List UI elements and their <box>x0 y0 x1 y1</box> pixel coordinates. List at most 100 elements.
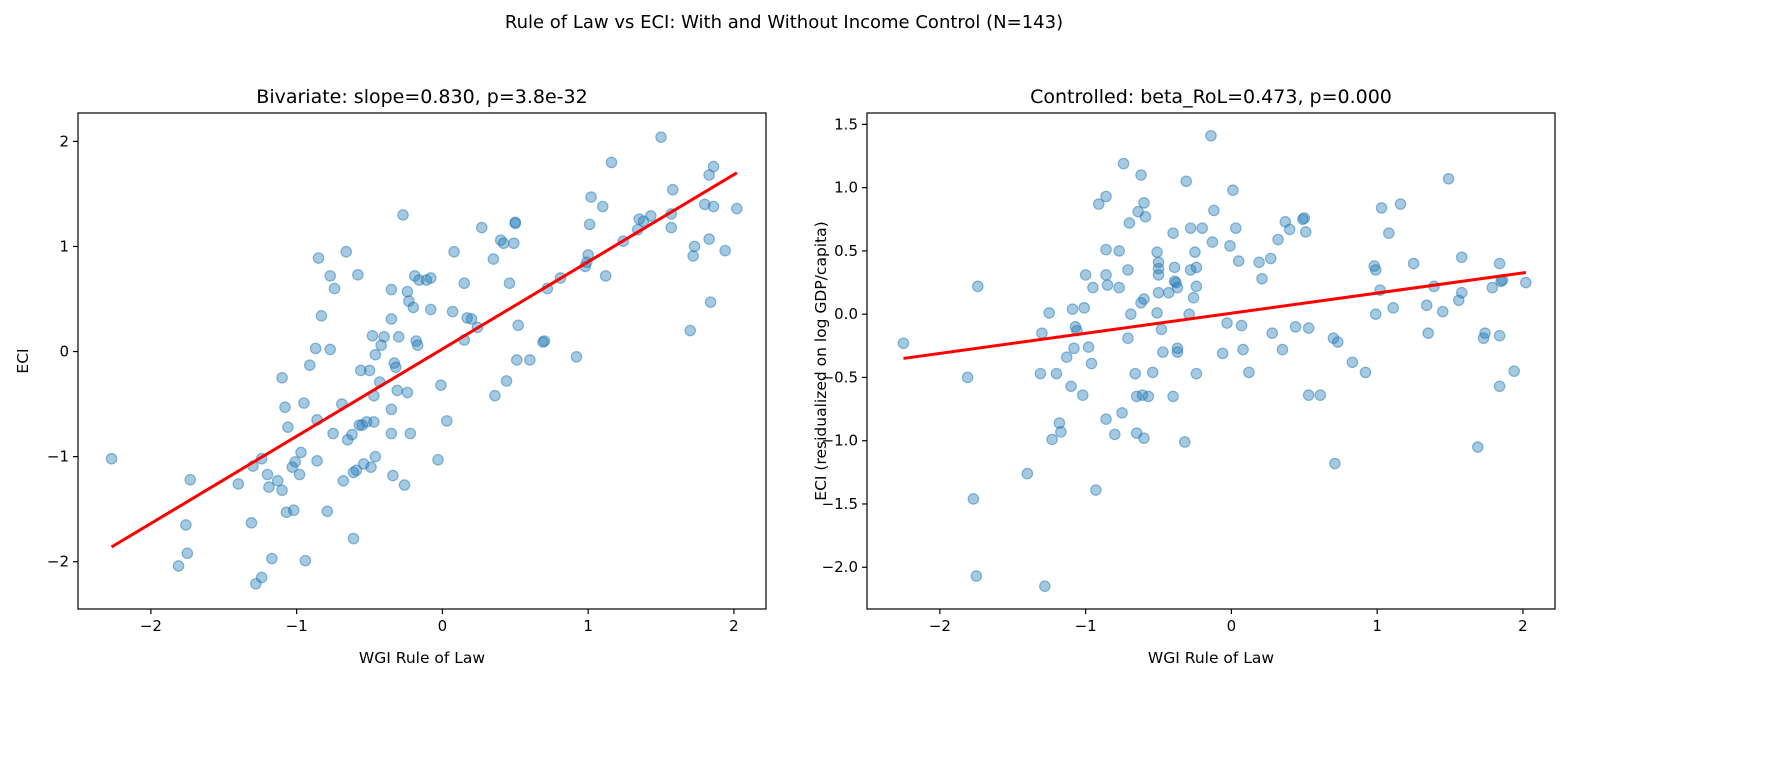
data-point <box>385 313 398 325</box>
data-point <box>1171 281 1184 294</box>
data-point <box>181 547 194 560</box>
data-point <box>298 397 310 409</box>
data-point <box>1387 302 1400 314</box>
data-point <box>1100 243 1112 256</box>
data-point <box>315 310 328 322</box>
data-point <box>970 570 983 582</box>
regression-line <box>903 271 1527 360</box>
data-point <box>1266 327 1279 339</box>
data-point <box>1113 281 1125 294</box>
y-tick-label: 0.5 <box>834 242 858 260</box>
data-point <box>1167 227 1179 240</box>
data-point <box>172 560 185 572</box>
data-point <box>365 461 377 473</box>
data-point <box>684 324 697 337</box>
data-point <box>1108 428 1121 441</box>
data-point <box>458 277 471 290</box>
data-point <box>1046 433 1058 446</box>
data-point <box>605 156 618 169</box>
data-point <box>276 372 288 384</box>
data-point <box>1383 227 1395 240</box>
data-point <box>1299 226 1312 238</box>
panel-title: Bivariate: slope=0.830, p=3.8e-32 <box>256 86 587 108</box>
data-point <box>299 554 312 567</box>
data-point <box>1229 222 1242 234</box>
data-point <box>184 473 197 486</box>
x-tick-label: 1 <box>583 617 593 635</box>
data-point <box>375 339 387 352</box>
data-point <box>1190 261 1203 274</box>
data-point <box>337 474 350 487</box>
data-point <box>1189 246 1201 258</box>
data-point <box>1302 322 1315 334</box>
data-point <box>1100 269 1112 281</box>
data-point <box>719 244 731 257</box>
data-point <box>1375 202 1388 214</box>
data-point <box>1021 467 1034 480</box>
x-tick-label: −2 <box>929 617 951 635</box>
data-point <box>1162 286 1175 299</box>
data-point <box>1079 269 1092 281</box>
data-point <box>385 427 398 440</box>
data-point <box>1422 327 1434 339</box>
y-tick-label: −1.0 <box>822 432 858 450</box>
y-axis-label: ECI (residualized on log GDP/capita) <box>812 221 830 500</box>
data-point <box>1168 261 1181 274</box>
data-point <box>324 343 336 356</box>
y-tick-label: 0 <box>59 343 69 361</box>
data-point <box>321 505 334 518</box>
data-point <box>1180 175 1193 188</box>
data-point <box>1187 291 1200 304</box>
data-point <box>524 354 536 366</box>
data-point <box>389 361 402 374</box>
y-tick-label: −2.0 <box>822 558 858 576</box>
data-point <box>707 160 720 173</box>
data-point <box>1190 280 1203 293</box>
data-point <box>509 217 522 230</box>
data-point <box>1157 346 1169 358</box>
data-point <box>503 277 516 290</box>
x-tick-label: −1 <box>1075 617 1097 635</box>
data-point <box>324 270 336 282</box>
x-tick-label: −2 <box>140 617 162 635</box>
data-point <box>538 335 551 347</box>
data-point <box>512 319 525 332</box>
data-point <box>105 452 118 465</box>
axes-frame <box>866 112 1556 610</box>
y-tick-label: 1.0 <box>834 179 858 197</box>
data-point <box>1442 172 1455 185</box>
data-point <box>1087 281 1099 294</box>
data-point <box>392 331 405 343</box>
data-point <box>508 237 520 250</box>
data-point <box>387 469 399 482</box>
data-point <box>1055 426 1067 438</box>
data-point <box>1036 327 1048 339</box>
data-point <box>1129 367 1142 380</box>
data-point <box>435 379 447 391</box>
data-point <box>1178 436 1191 448</box>
x-tick-label: 2 <box>729 617 739 635</box>
data-point <box>354 364 367 377</box>
data-point <box>599 270 612 282</box>
data-point <box>1314 389 1327 401</box>
data-point <box>391 384 404 397</box>
data-point <box>263 481 275 493</box>
figure-suptitle: Rule of Law vs ECI: With and Without Inc… <box>505 12 1063 33</box>
data-point <box>1142 390 1155 403</box>
data-point <box>961 371 974 384</box>
data-point <box>1155 323 1168 336</box>
data-point <box>1085 357 1098 370</box>
data-point <box>1076 389 1089 401</box>
data-point <box>404 427 417 440</box>
data-point <box>369 450 382 463</box>
data-point <box>1065 380 1077 393</box>
data-point <box>1190 367 1203 380</box>
data-point <box>1471 441 1484 453</box>
data-point <box>1184 222 1197 234</box>
data-point <box>232 478 245 490</box>
data-point <box>1101 279 1114 291</box>
x-tick-label: −1 <box>286 617 308 635</box>
data-point <box>665 221 678 234</box>
data-point <box>1138 293 1150 305</box>
